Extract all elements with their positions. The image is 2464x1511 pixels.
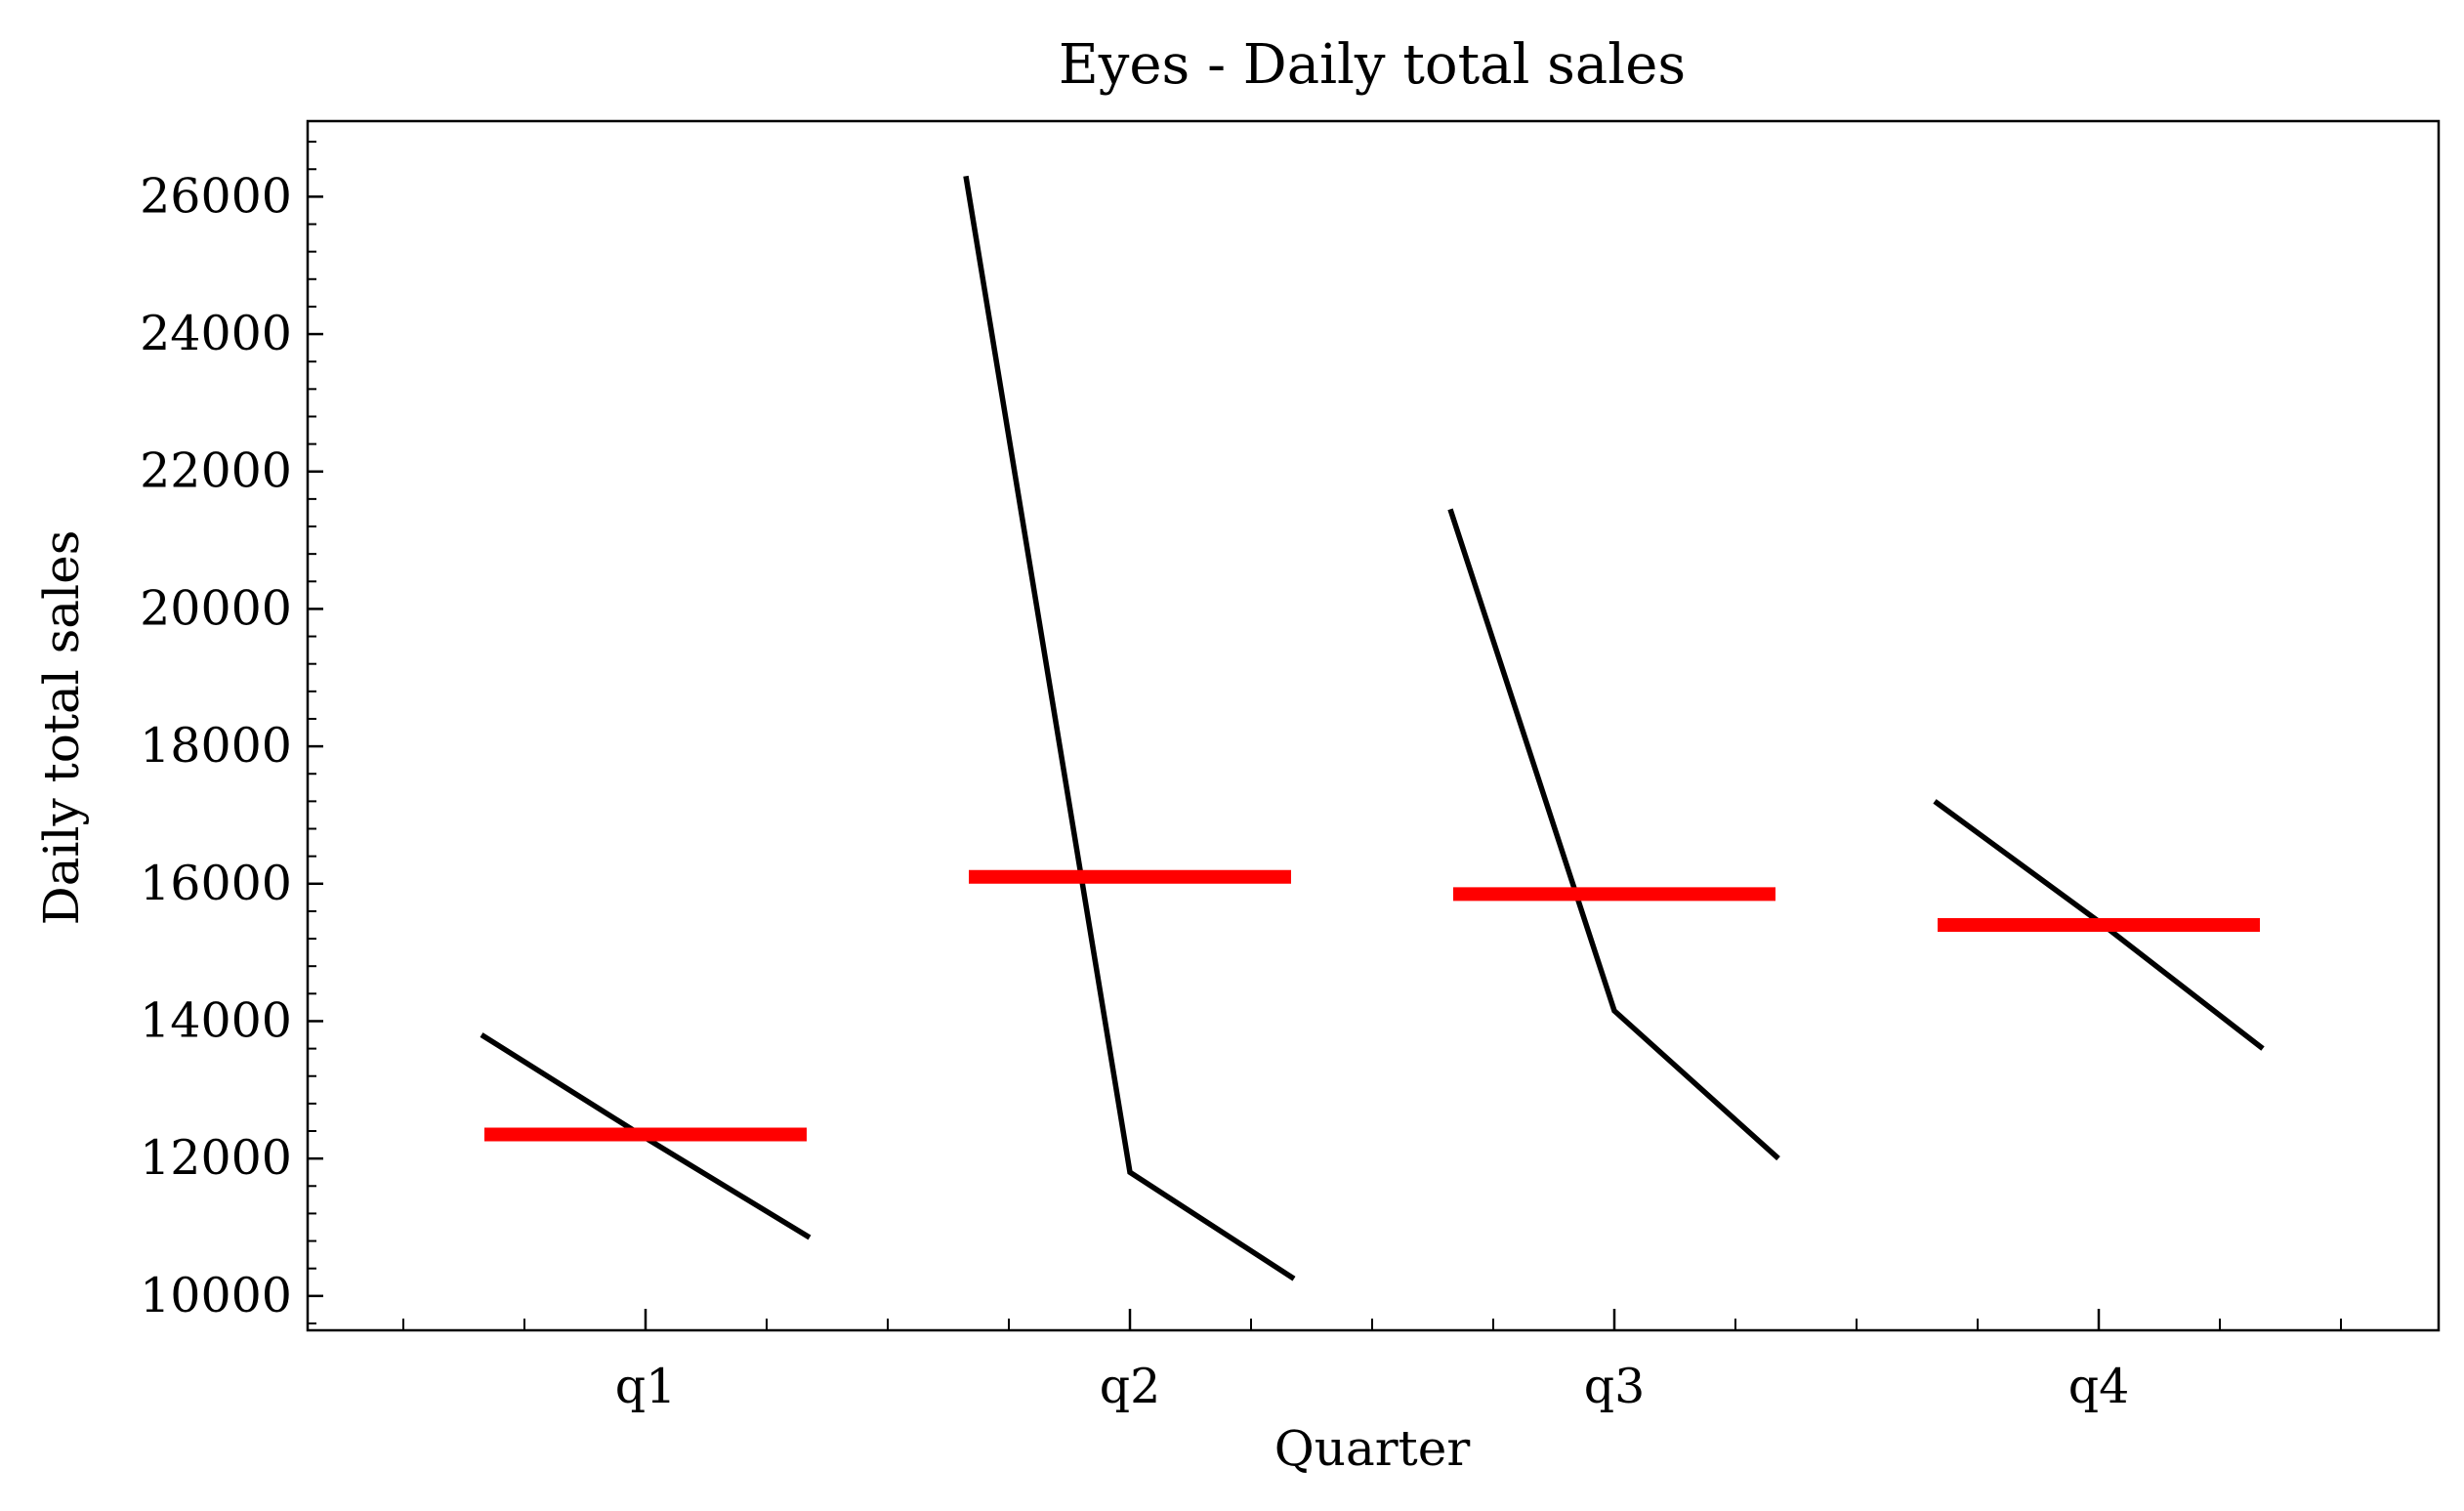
y-tick-label: 24000 [140, 306, 292, 361]
y-tick-label: 18000 [140, 718, 292, 774]
plot-area: 10000 12000 14000 16000 18000 20000 22000 24000… [140, 119, 2441, 1414]
x-tick-label: q4 [2068, 1359, 2130, 1414]
y-tick-label: 10000 [140, 1268, 292, 1323]
y-tick-label: 20000 [140, 580, 292, 636]
y-tick-label: 16000 [140, 856, 292, 911]
chart-title: Eyes - Daily total sales [1059, 33, 1686, 97]
y-tick-label: 14000 [140, 992, 292, 1048]
subseries-line-q2 [963, 175, 1296, 1281]
x-tick-label: q2 [1100, 1359, 1161, 1414]
plot-frame [306, 119, 2441, 1332]
y-tick-label: 22000 [140, 443, 292, 499]
x-tick-label: q1 [615, 1359, 677, 1414]
y-tick-label: 12000 [140, 1130, 292, 1186]
x-tick-label: q3 [1584, 1359, 1646, 1414]
y-tick-label: 26000 [140, 168, 292, 224]
subseries-line-q3 [1447, 508, 1780, 1161]
y-axis-label: Daily total sales [33, 530, 90, 926]
x-axis-label: Quarter [1274, 1420, 1471, 1477]
